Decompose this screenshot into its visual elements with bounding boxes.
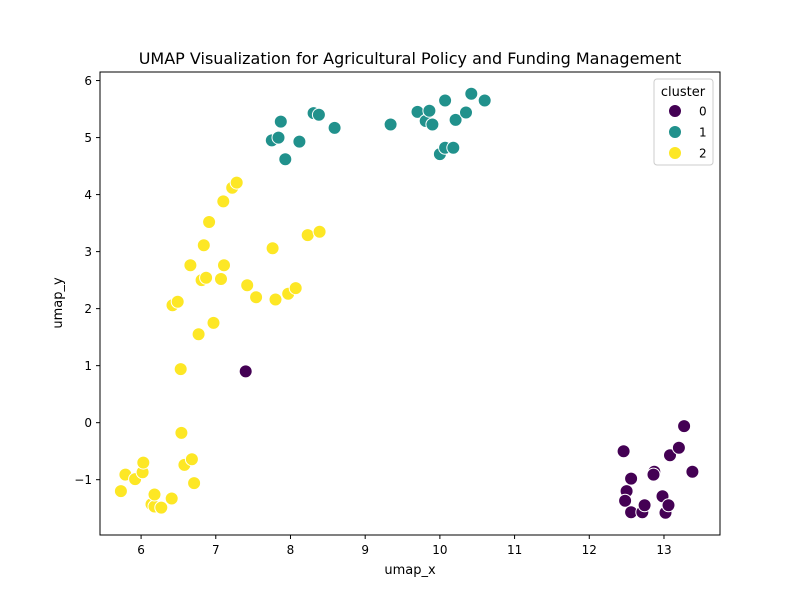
data-point-cluster-2-18 <box>191 327 206 342</box>
y-tick-label: 2 <box>84 302 92 316</box>
data-point-cluster-2-14 <box>173 362 188 377</box>
data-point-cluster-2-29 <box>240 278 255 293</box>
data-point-cluster-1-17 <box>448 112 463 127</box>
data-point-cluster-1-4 <box>292 134 307 149</box>
legend-marker-1 <box>668 125 682 139</box>
y-axis-label: umap_y <box>51 277 66 329</box>
data-point-cluster-1-7 <box>327 120 342 135</box>
data-point-cluster-0-0 <box>238 364 253 379</box>
data-point-cluster-2-32 <box>268 292 283 307</box>
data-point-cluster-1-3 <box>278 152 293 167</box>
data-point-cluster-2-10 <box>174 425 189 440</box>
data-point-cluster-0-15 <box>677 419 692 434</box>
data-point-cluster-2-12 <box>184 452 199 467</box>
y-tick-label: 4 <box>84 188 92 202</box>
data-point-cluster-2-28 <box>229 175 244 190</box>
plot-frame <box>99 71 721 536</box>
legend-label-2: 2 <box>699 147 707 161</box>
data-point-cluster-1-19 <box>464 86 479 101</box>
data-point-cluster-2-26 <box>217 258 231 273</box>
legend-items: 0 1 2 <box>668 104 707 161</box>
legend-frame <box>653 78 714 166</box>
data-point-cluster-1-1 <box>271 130 286 145</box>
data-point-cluster-0-7 <box>637 498 652 513</box>
data-point-cluster-2-13 <box>187 476 202 491</box>
y-tick-label: −1 <box>74 473 92 487</box>
data-point-cluster-0-3 <box>618 493 633 508</box>
data-point-cluster-2-34 <box>288 281 303 296</box>
y-tick-label: 6 <box>84 74 92 88</box>
chart-title: UMAP Visualization for Agricultural Poli… <box>139 49 682 68</box>
data-point-cluster-2-31 <box>265 241 280 256</box>
data-point-cluster-1-8 <box>383 117 398 132</box>
x-tick-label: 11 <box>507 543 522 557</box>
data-point-cluster-2-4 <box>136 455 151 470</box>
legend-marker-0 <box>668 104 682 118</box>
y-ticks: −1 0 1 2 3 4 5 6 <box>74 74 100 487</box>
data-point-cluster-1-15 <box>438 93 453 108</box>
data-point-cluster-1-11 <box>422 103 437 118</box>
y-tick-label: 0 <box>84 416 92 430</box>
data-point-cluster-2-35 <box>300 228 315 243</box>
data-point-cluster-2-23 <box>206 315 221 330</box>
data-point-cluster-2-16 <box>170 294 185 309</box>
data-point-cluster-2-25 <box>216 194 231 209</box>
data-point-cluster-2-24 <box>214 272 228 286</box>
y-tick-label: 1 <box>84 359 92 373</box>
data-point-cluster-1-12 <box>425 117 440 132</box>
data-point-cluster-1-6 <box>311 107 326 122</box>
x-axis-label: umap_x <box>384 563 436 578</box>
legend-marker-2 <box>668 146 682 160</box>
legend-label-0: 0 <box>699 105 707 119</box>
data-point-cluster-0-4 <box>624 471 639 486</box>
data-point-cluster-1-18 <box>459 105 473 120</box>
data-point-cluster-2-30 <box>249 290 264 305</box>
legend-label-1: 1 <box>699 126 707 140</box>
x-tick-label: 6 <box>137 543 145 557</box>
data-point-cluster-0-9 <box>646 467 661 482</box>
points-layer <box>113 86 700 520</box>
data-point-cluster-2-17 <box>183 258 198 273</box>
data-point-cluster-2-9 <box>164 491 179 506</box>
data-point-cluster-2-22 <box>202 215 217 229</box>
legend-title: cluster <box>661 85 706 100</box>
legend: cluster 0 1 2 <box>653 78 714 166</box>
data-point-cluster-0-1 <box>616 444 631 459</box>
data-point-cluster-2-7 <box>147 487 162 502</box>
data-point-cluster-1-16 <box>446 140 461 155</box>
data-point-cluster-1-2 <box>273 114 288 129</box>
x-ticks: 6 7 8 9 10 11 12 13 <box>137 535 672 557</box>
x-tick-label: 10 <box>432 543 447 557</box>
data-point-cluster-2-21 <box>199 270 214 285</box>
data-point-cluster-0-13 <box>663 448 677 463</box>
x-tick-label: 8 <box>287 543 295 557</box>
x-tick-label: 12 <box>582 543 597 557</box>
data-point-cluster-2-8 <box>154 500 169 515</box>
data-point-cluster-0-16 <box>685 464 700 479</box>
data-point-cluster-2-20 <box>196 238 211 253</box>
data-point-cluster-0-14 <box>671 440 686 455</box>
y-tick-label: 5 <box>84 131 92 145</box>
data-point-cluster-2-36 <box>312 224 327 239</box>
x-tick-label: 9 <box>361 543 369 557</box>
x-tick-label: 7 <box>212 543 220 557</box>
x-tick-label: 13 <box>656 543 671 557</box>
y-tick-label: 3 <box>84 245 92 259</box>
data-point-cluster-2-0 <box>113 484 128 499</box>
data-point-cluster-1-20 <box>477 93 492 108</box>
data-point-cluster-0-12 <box>661 498 676 513</box>
